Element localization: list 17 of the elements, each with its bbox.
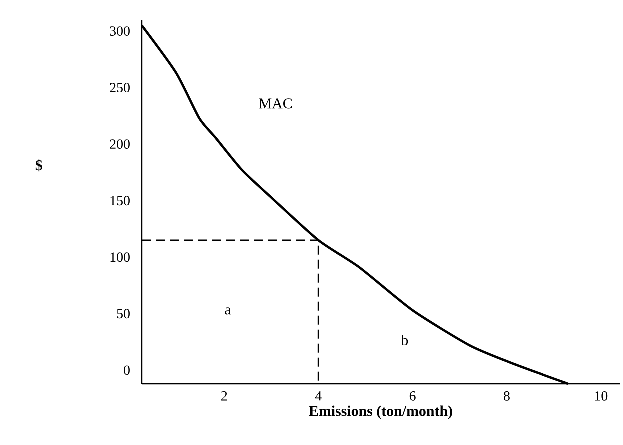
y-tick-label: 50 [117,309,130,319]
annotation: a [225,308,232,315]
y-tick-label: 0 [124,366,130,376]
annotation: b [401,335,408,346]
y-tick-label: 100 [110,252,130,262]
y-tick-label: 300 [110,26,130,36]
x-tick-label: 2 [222,392,228,401]
x-tick-label: 8 [504,392,510,401]
y-tick-label: 150 [110,196,130,206]
x-tick-label: 6 [410,392,416,401]
annotation: MAC [259,98,292,109]
x-axis-title: Emissions (ton/month) [309,406,452,420]
y-tick-label: 250 [110,83,130,93]
y-axis-title: $ [36,160,42,172]
x-tick-label: 4 [315,391,322,401]
y-tick-label: 200 [110,140,130,150]
x-tick-label: 10 [595,392,608,401]
